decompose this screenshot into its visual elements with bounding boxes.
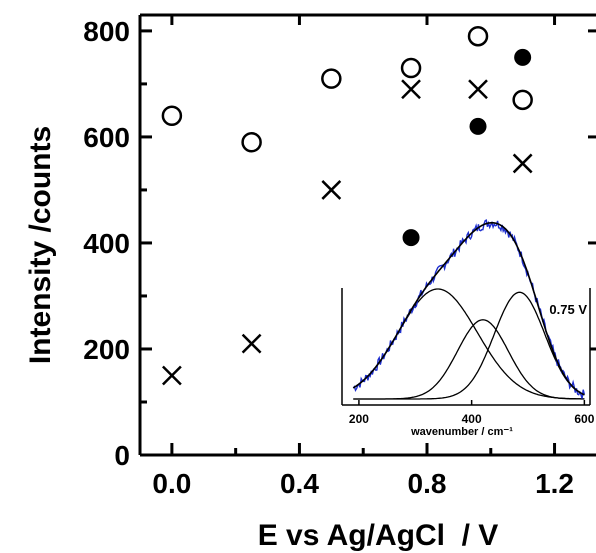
x-tick-label: 0.8 bbox=[408, 468, 447, 499]
inset-x-axis-title: wavenumber / cm⁻¹ bbox=[410, 426, 513, 438]
filled-circle-point bbox=[402, 229, 420, 247]
cross-point bbox=[162, 365, 182, 386]
cross-point bbox=[468, 79, 488, 100]
open-circle-point bbox=[321, 68, 342, 89]
x-tick-label: 0.4 bbox=[280, 468, 319, 499]
y-tick-label: 0 bbox=[114, 440, 130, 471]
inset-annotation: 0.75 V bbox=[549, 302, 587, 317]
inset-background bbox=[342, 258, 590, 405]
inset-x-tick-label: 200 bbox=[349, 412, 369, 426]
main-plot: 0 200 400 600 800 0.0 0.4 0.8 1.2 E vs Ag/AgCl / … bbox=[24, 13, 596, 552]
x-tick-label: 0.0 bbox=[152, 468, 191, 499]
cross-point bbox=[321, 180, 342, 200]
filled-circle-point bbox=[469, 117, 487, 135]
open-circle-point bbox=[400, 57, 422, 79]
open-circle-point bbox=[241, 131, 262, 153]
y-tick-label: 200 bbox=[83, 334, 130, 365]
cross-point bbox=[401, 79, 421, 100]
y-tick-label: 400 bbox=[83, 228, 130, 259]
inset-fit-component bbox=[353, 291, 585, 400]
cross-point bbox=[241, 333, 262, 354]
x-axis-title: E vs Ag/AgCl / V bbox=[258, 519, 499, 552]
open-circle-point bbox=[161, 105, 183, 126]
inset-x-tick-label: 600 bbox=[574, 412, 594, 426]
inset-x-tick-label: 400 bbox=[462, 412, 482, 426]
y-tick-label: 600 bbox=[83, 122, 130, 153]
inset-plot: 200 400 600 wavenumber / cm⁻¹ 0.75 V bbox=[341, 219, 595, 438]
filled-circle-point bbox=[514, 48, 532, 66]
open-circle-point bbox=[467, 25, 489, 47]
cross-point bbox=[512, 153, 533, 174]
y-axis-title: Intensity /counts bbox=[24, 126, 57, 364]
inset-fit-sum bbox=[352, 221, 585, 396]
y-tick-label: 800 bbox=[83, 16, 130, 47]
open-circle-point bbox=[512, 89, 533, 111]
x-tick-label: 1.2 bbox=[535, 468, 574, 499]
